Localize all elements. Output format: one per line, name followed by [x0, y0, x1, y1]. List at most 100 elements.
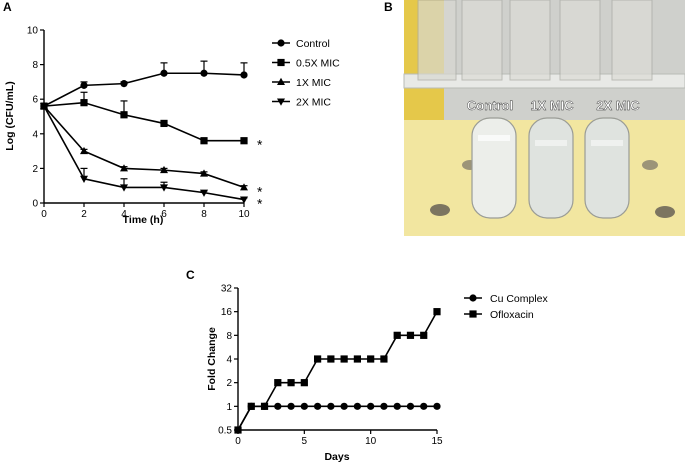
series-line [237, 311, 438, 431]
data-point [353, 355, 361, 363]
data-point [287, 402, 295, 410]
data-point [314, 355, 322, 363]
photo-rack-hole [430, 204, 450, 216]
chart-a-y-ticks: 0 2 4 6 8 10 [27, 26, 44, 210]
panel-label-a: A [3, 0, 12, 14]
data-point [340, 355, 348, 363]
chart-a-legend: Control 0.5X MIC 1X MIC 2X MIC [272, 38, 340, 109]
legend-marker [277, 77, 285, 85]
photo-label-2x-mic: 2X MIC [596, 98, 640, 113]
legend-label: 0.5X MIC [296, 58, 340, 70]
x-tick-label: 8 [201, 209, 207, 220]
data-point [406, 402, 415, 410]
panel-label-b: B [384, 0, 393, 14]
panel-label-c: C [186, 268, 195, 282]
data-point [240, 183, 248, 191]
data-point [274, 402, 282, 410]
series-ofloxacin [234, 308, 441, 434]
chart-c-legend: Cu Complex Ofloxacin [464, 293, 549, 321]
data-point [274, 379, 282, 387]
data-point [160, 69, 168, 77]
chart-c-series [234, 308, 441, 434]
series-1x-mic: * [40, 101, 263, 199]
photo-label-control: Control [467, 98, 513, 113]
series-2x-mic: * [40, 103, 263, 212]
photo-glass-2 [461, 0, 503, 81]
chart-a-series: *** [40, 60, 263, 212]
y-tick-label: 8 [32, 60, 38, 71]
y-tick-label: 10 [27, 26, 39, 37]
legend-marker [469, 310, 477, 318]
tube-meniscus [478, 135, 510, 141]
data-point [200, 169, 208, 177]
data-point [240, 137, 248, 145]
significance-marker: * [257, 183, 263, 199]
chart-c-x-ticks: 0 5 10 15 [235, 430, 443, 447]
data-point [40, 103, 48, 111]
chart-a-y-axis-label: Log (CFU/mL) [4, 81, 16, 150]
significance-marker: * [257, 196, 263, 212]
data-point [353, 402, 361, 410]
chart-a-x-ticks: 0 2 4 6 8 10 [41, 203, 250, 220]
legend-label: Control [296, 38, 330, 50]
data-point [80, 81, 88, 89]
data-point [420, 331, 428, 339]
data-point [240, 71, 248, 79]
tube-meniscus [535, 140, 567, 146]
legend-marker [277, 98, 285, 106]
x-tick-label: 6 [161, 209, 167, 220]
data-point [120, 111, 128, 119]
data-point [260, 402, 269, 410]
x-tick-label: 10 [238, 209, 250, 220]
tube-control [471, 117, 517, 219]
data-point [240, 196, 248, 204]
photo-label-1x-mic: 1X MIC [530, 98, 574, 113]
x-tick-label: 2 [81, 209, 87, 220]
tube-1x-mic [528, 117, 574, 219]
data-point [393, 402, 401, 410]
photo-tubes [471, 117, 630, 219]
data-point [120, 184, 128, 192]
y-tick-label: 4 [32, 129, 38, 140]
data-point [200, 69, 208, 77]
legend-label: 2X MIC [296, 97, 331, 109]
photo-rack-hole [655, 206, 675, 218]
y-tick-label: 2 [226, 378, 232, 389]
photo-glass-1 [417, 0, 457, 81]
significance-marker: * [257, 137, 263, 153]
x-tick-label: 10 [365, 436, 377, 447]
data-point [420, 402, 428, 410]
photo-rack-hole [642, 160, 658, 170]
chart-a-x-axis-label: Time (h) [123, 214, 164, 226]
data-point [327, 355, 335, 363]
data-point [340, 402, 348, 410]
photo-glass-5 [611, 0, 653, 81]
data-point [327, 402, 335, 410]
series-line [43, 101, 244, 142]
data-point [160, 165, 168, 174]
data-point [300, 402, 308, 410]
series-0-5x-mic: * [40, 91, 263, 153]
y-tick-label: 6 [32, 95, 38, 106]
y-tick-label: 32 [221, 284, 233, 295]
x-tick-label: 0 [235, 436, 241, 447]
data-point [433, 402, 441, 410]
data-point [287, 379, 295, 387]
tube-meniscus [591, 140, 623, 146]
data-point [393, 331, 401, 339]
series-line [43, 105, 245, 201]
data-point [406, 331, 415, 339]
y-tick-label: 0.5 [218, 426, 232, 437]
tube-2x-mic [584, 117, 630, 219]
y-tick-label: 2 [32, 164, 38, 175]
data-point [247, 402, 255, 410]
data-point [200, 137, 208, 145]
data-point [380, 355, 388, 363]
y-tick-label: 8 [226, 331, 232, 342]
x-tick-label: 0 [41, 209, 47, 220]
photo-glass-4 [559, 0, 601, 81]
photo-b: Control 1X MIC 2X MIC [403, 0, 685, 236]
series-line [237, 405, 437, 431]
